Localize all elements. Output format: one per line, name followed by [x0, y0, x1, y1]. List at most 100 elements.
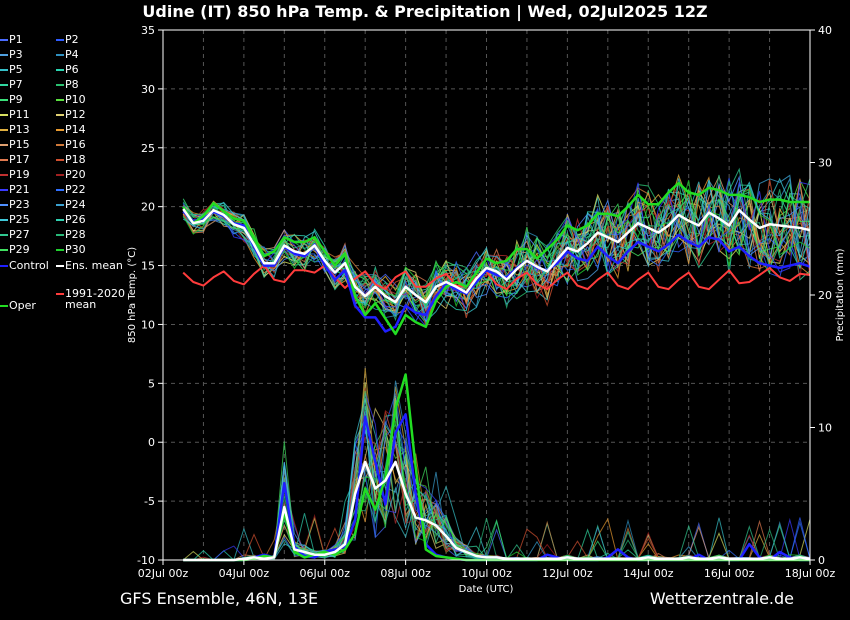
legend-swatch — [0, 189, 8, 191]
legend-swatch — [56, 293, 64, 295]
legend-item: 1991-2020 mean — [56, 287, 125, 311]
legend-label: P8 — [65, 78, 79, 91]
legend-item: P11 — [0, 108, 30, 121]
x-tick-label: 12Jul 00z — [542, 567, 593, 580]
legend-label: P16 — [65, 138, 86, 151]
legend-item: P15 — [0, 138, 30, 151]
y-tick-label-right: 40 — [818, 24, 832, 37]
legend-swatch — [56, 265, 64, 267]
x-tick-label: 02Jul 00z — [138, 567, 189, 580]
legend-label: P28 — [65, 228, 86, 241]
y-tick-label-left: 25 — [141, 142, 155, 155]
legend-item: P4 — [56, 48, 79, 61]
x-tick-label: 14Jul 00z — [623, 567, 674, 580]
legend-label: P27 — [9, 228, 30, 241]
legend-swatch — [56, 129, 64, 131]
legend-swatch — [0, 114, 8, 116]
legend-item: P8 — [56, 78, 79, 91]
model-info: GFS Ensemble, 46N, 13E — [120, 589, 319, 608]
legend-swatch — [0, 144, 8, 146]
y-axis-label-left: 850 hPa Temp. (°C) — [127, 247, 138, 343]
legend-item: Ens. mean — [56, 259, 123, 272]
x-tick-label: 18Jul 00z — [785, 567, 836, 580]
member-temp-line — [182, 180, 811, 309]
legend-swatch — [0, 249, 8, 251]
legend-item: P9 — [0, 93, 23, 106]
legend-swatch — [0, 305, 8, 307]
legend-label: P29 — [9, 243, 30, 256]
legend-swatch — [56, 54, 64, 56]
legend: P1 P2 P3 P4 P5 P6 P7 P8 P9 P10 P11 P12 P13 P14 P15 P16 P… — [0, 32, 130, 332]
legend-item: P27 — [0, 228, 30, 241]
legend-label: P2 — [65, 33, 79, 46]
legend-label: P4 — [65, 48, 79, 61]
legend-label: P26 — [65, 213, 86, 226]
legend-label: P10 — [65, 93, 86, 106]
series-oper — [182, 181, 810, 336]
legend-item: P21 — [0, 183, 30, 196]
grid — [163, 29, 810, 560]
legend-swatch — [56, 144, 64, 146]
member-temp-line — [182, 167, 811, 309]
legend-label: Control — [9, 259, 49, 272]
legend-swatch — [56, 69, 64, 71]
y-tick-label-left: 35 — [141, 24, 155, 37]
member-temp-line — [182, 188, 811, 304]
legend-item: P16 — [56, 138, 86, 151]
y-tick-label-left: 20 — [141, 201, 155, 214]
legend-label: P21 — [9, 183, 30, 196]
y-tick-label-left: -10 — [137, 554, 155, 567]
legend-item: P28 — [56, 228, 86, 241]
legend-item: P6 — [56, 63, 79, 76]
legend-swatch — [0, 204, 8, 206]
legend-label: Ens. mean — [65, 259, 123, 272]
legend-item: P20 — [56, 168, 86, 181]
legend-item: Control — [0, 259, 49, 272]
legend-label: P9 — [9, 93, 23, 106]
y-tick-label-right: 10 — [818, 422, 832, 435]
x-tick-label: 16Jul 00z — [704, 567, 755, 580]
legend-swatch — [0, 69, 8, 71]
legend-item: P23 — [0, 199, 30, 210]
legend-label: P14 — [65, 123, 86, 136]
y-tick-label-left: 30 — [141, 83, 155, 96]
legend-item: P2 — [56, 33, 79, 46]
legend-swatch — [56, 39, 64, 41]
legend-item: P14 — [56, 123, 86, 136]
legend-item: P29 — [0, 243, 30, 256]
x-tick-label: 06Jul 00z — [299, 567, 350, 580]
axes: -10 -5 0 5 10 15 20 25 30 35 0 10 20 30 40 02Jul 00z 04J… — [137, 24, 835, 580]
legend-swatch — [0, 99, 8, 101]
legend-label: P6 — [65, 63, 79, 76]
y-tick-label-right: 0 — [818, 554, 825, 567]
legend-item: P18 — [56, 153, 86, 166]
plot-frame — [162, 29, 811, 561]
legend-swatch — [0, 39, 8, 41]
legend-swatch — [56, 114, 64, 116]
legend-swatch — [0, 84, 8, 86]
legend-label: Oper — [9, 299, 36, 312]
legend-swatch — [0, 219, 8, 221]
legend-label: P25 — [9, 213, 30, 226]
legend-swatch — [56, 234, 64, 236]
legend-label: P18 — [65, 153, 86, 166]
legend-item: P12 — [56, 109, 86, 120]
legend-label: P15 — [9, 138, 30, 151]
legend-item: P22 — [56, 184, 86, 195]
series-ens-mean — [182, 208, 811, 304]
series-1991-2020-mean — [182, 264, 811, 291]
legend-item: P17 — [0, 153, 30, 166]
legend-label: 1991-2020 mean — [65, 287, 125, 311]
legend-label: P20 — [65, 168, 86, 181]
legend-label: P17 — [9, 153, 30, 166]
y-tick-label-right: 30 — [818, 157, 832, 170]
y-tick-label-left: 5 — [148, 377, 155, 390]
legend-item: P19 — [0, 169, 30, 180]
series-control — [182, 210, 811, 333]
y-tick-label-left: 15 — [141, 260, 155, 273]
legend-label: P30 — [65, 243, 86, 256]
series-ens-mean-precipitation — [183, 460, 811, 562]
legend-item: P7 — [0, 79, 23, 90]
legend-label: P11 — [9, 108, 30, 121]
legend-swatch — [0, 265, 8, 267]
